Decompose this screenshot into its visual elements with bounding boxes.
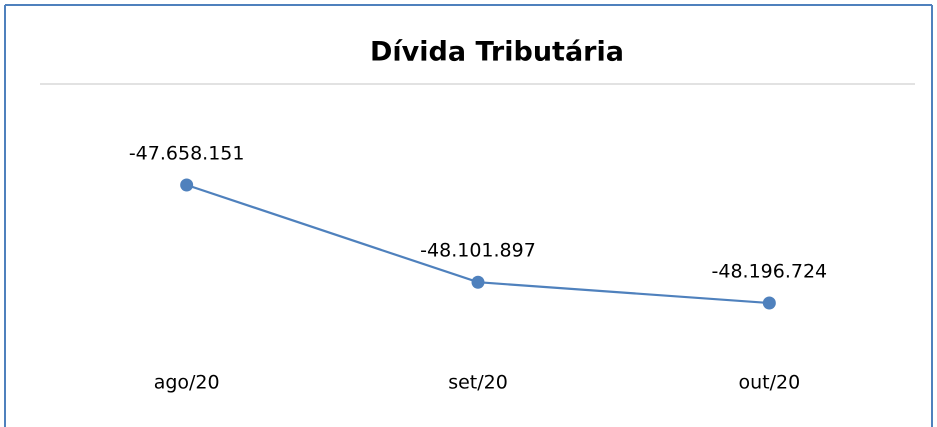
x-tick-label: out/20 xyxy=(738,372,800,394)
x-tick-label: set/20 xyxy=(448,372,508,394)
chart-title: Dívida Tributária xyxy=(370,37,624,68)
point xyxy=(762,296,776,310)
point xyxy=(180,178,194,192)
data-label: -48.101.897 xyxy=(420,240,536,262)
data-label: -48.196.724 xyxy=(712,261,828,283)
x-tick-label: ago/20 xyxy=(154,372,220,394)
point xyxy=(471,275,485,289)
data-label: -47.658.151 xyxy=(129,143,245,165)
